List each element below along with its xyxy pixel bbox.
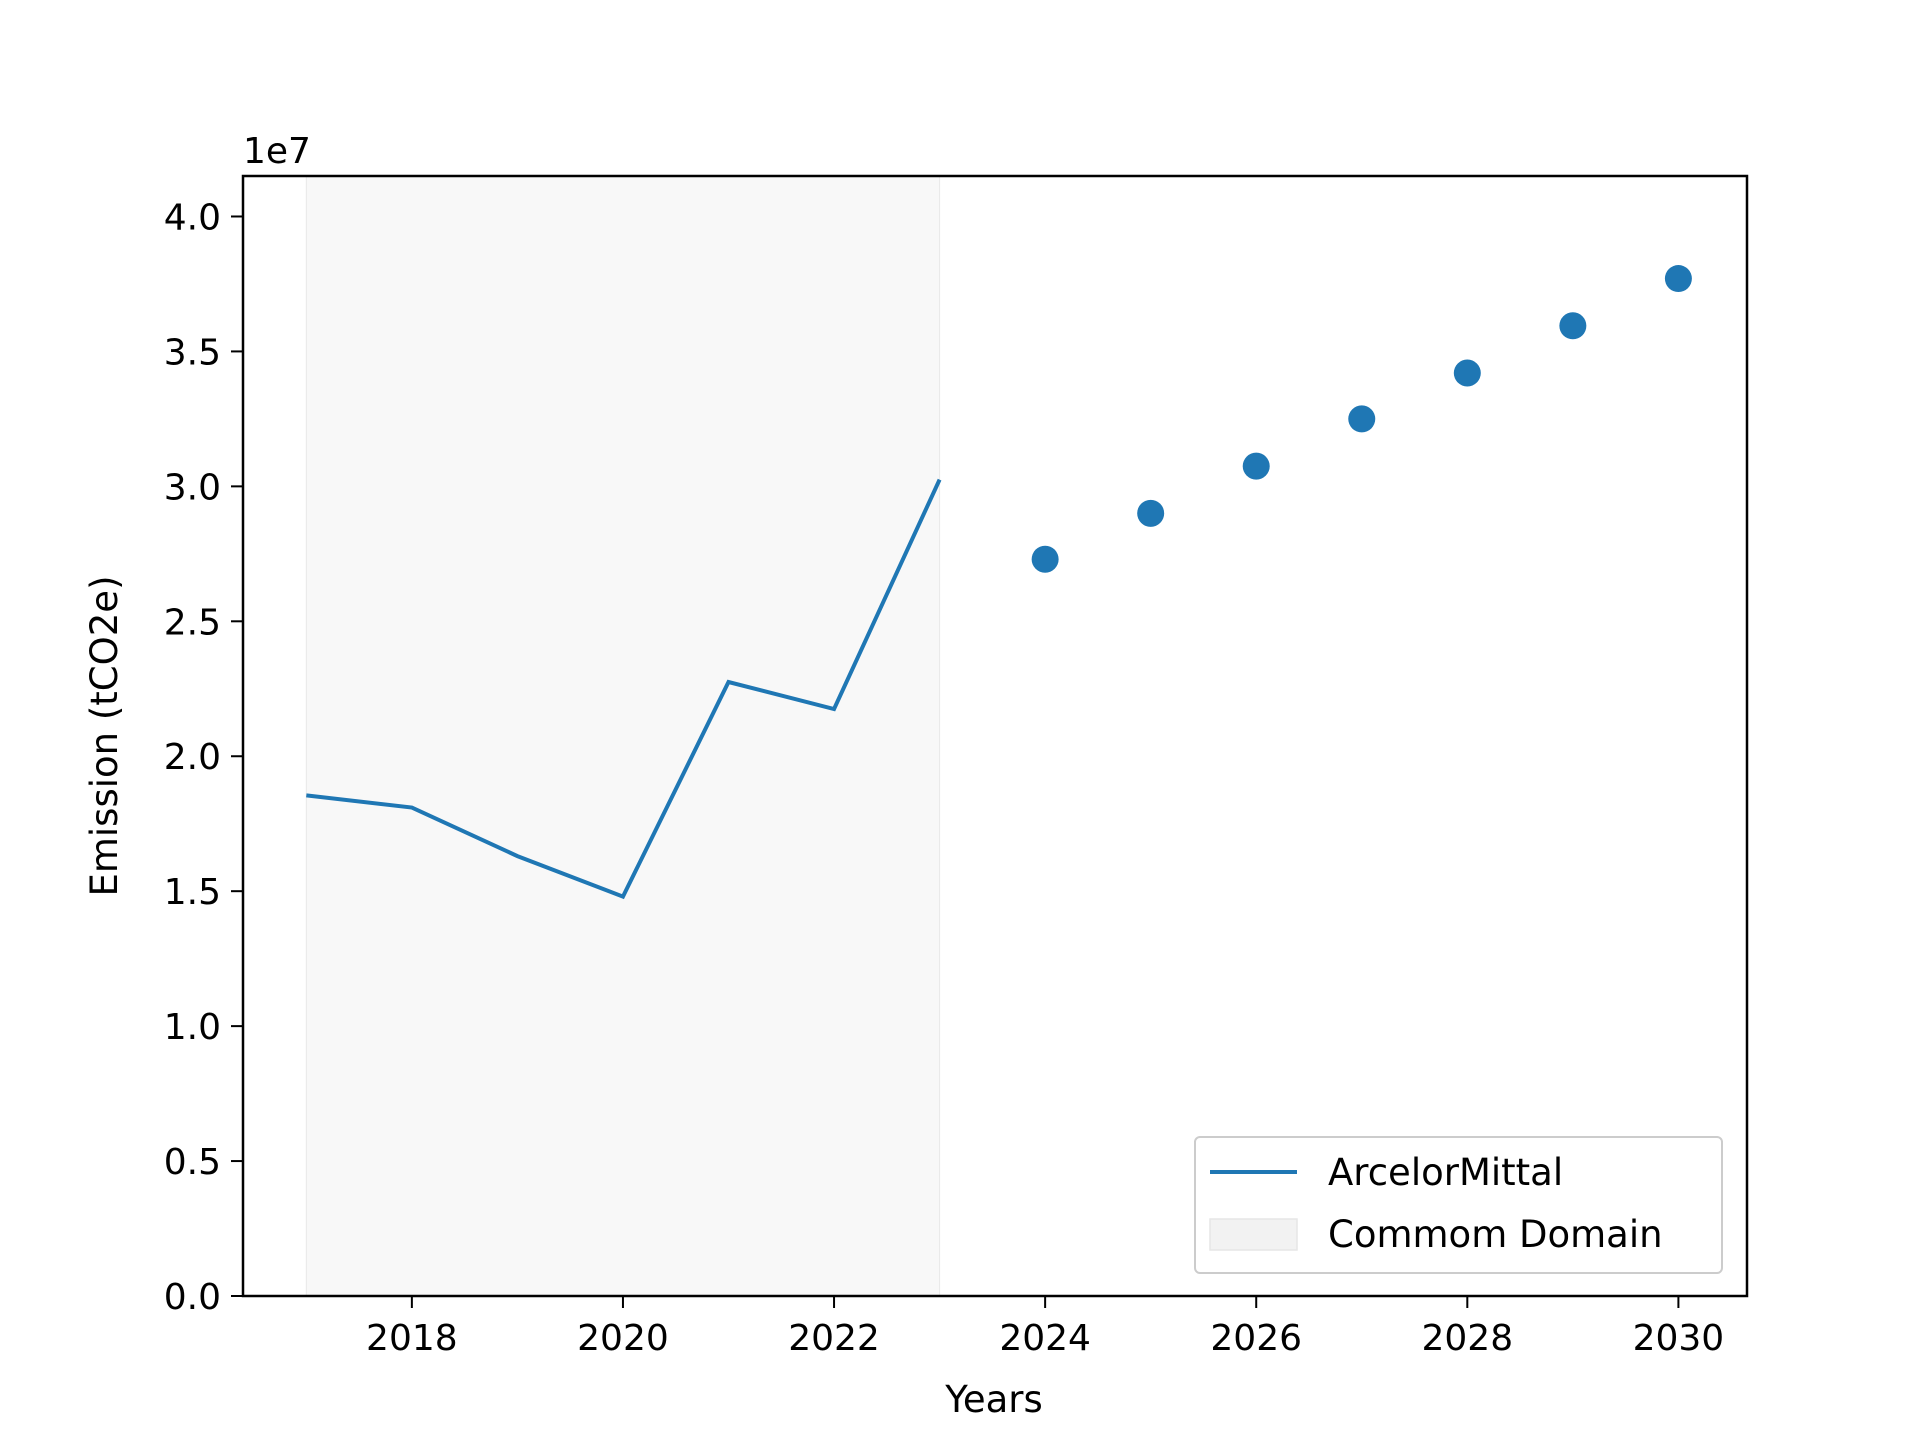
x-axis-label: Years (944, 1378, 1043, 1421)
legend-patch-swatch (1209, 1218, 1298, 1251)
y-tick-label: 3.5 (164, 332, 221, 373)
y-tick-label: 0.0 (164, 1277, 221, 1318)
legend: ArcelorMittal Commom Domain (1194, 1136, 1723, 1274)
x-tick-label: 2028 (1421, 1318, 1513, 1359)
scatter-point (1664, 265, 1692, 293)
y-tick-label: 1.0 (164, 1007, 221, 1048)
x-tick-label: 2030 (1633, 1318, 1725, 1359)
axes: 2018 2020 2022 2024 2026 2028 2030 0.0 0.5 1.0 1.5… (164, 174, 1749, 1359)
series-line-arcelormittal (306, 478, 942, 900)
y-tick-label: 4.0 (164, 197, 221, 238)
x-tick-label: 2022 (788, 1318, 880, 1359)
plot-area (305, 175, 1692, 1297)
scatter-point (1348, 405, 1376, 433)
legend-label-commom-domain: Commom Domain (1328, 1213, 1663, 1256)
scatter-point (1242, 452, 1270, 480)
scatter-point (1559, 312, 1587, 340)
scatter-point (1137, 499, 1165, 527)
legend-label-arcelormittal: ArcelorMittal (1328, 1151, 1563, 1194)
x-tick-label: 2018 (366, 1318, 458, 1359)
axes-frame (241, 174, 1749, 1298)
y-tick-label: 1.5 (164, 872, 221, 913)
y-tick-label: 3.0 (164, 467, 221, 508)
x-tick-label: 2020 (577, 1318, 669, 1359)
scatter-point (1453, 359, 1481, 387)
scatter-point (1031, 545, 1059, 573)
y-tick-label: 2.0 (164, 737, 221, 778)
y-tick-label: 0.5 (164, 1142, 221, 1183)
y-tick-label: 2.5 (164, 602, 221, 643)
y-axis-label: Emission (tCO2e) (83, 575, 126, 896)
y-axis-offset-label: 1e7 (243, 131, 311, 172)
x-tick-label: 2024 (999, 1318, 1091, 1359)
shaded-common-domain (305, 175, 941, 1297)
x-tick-label: 2026 (1210, 1318, 1302, 1359)
legend-frame (1194, 1136, 1723, 1274)
